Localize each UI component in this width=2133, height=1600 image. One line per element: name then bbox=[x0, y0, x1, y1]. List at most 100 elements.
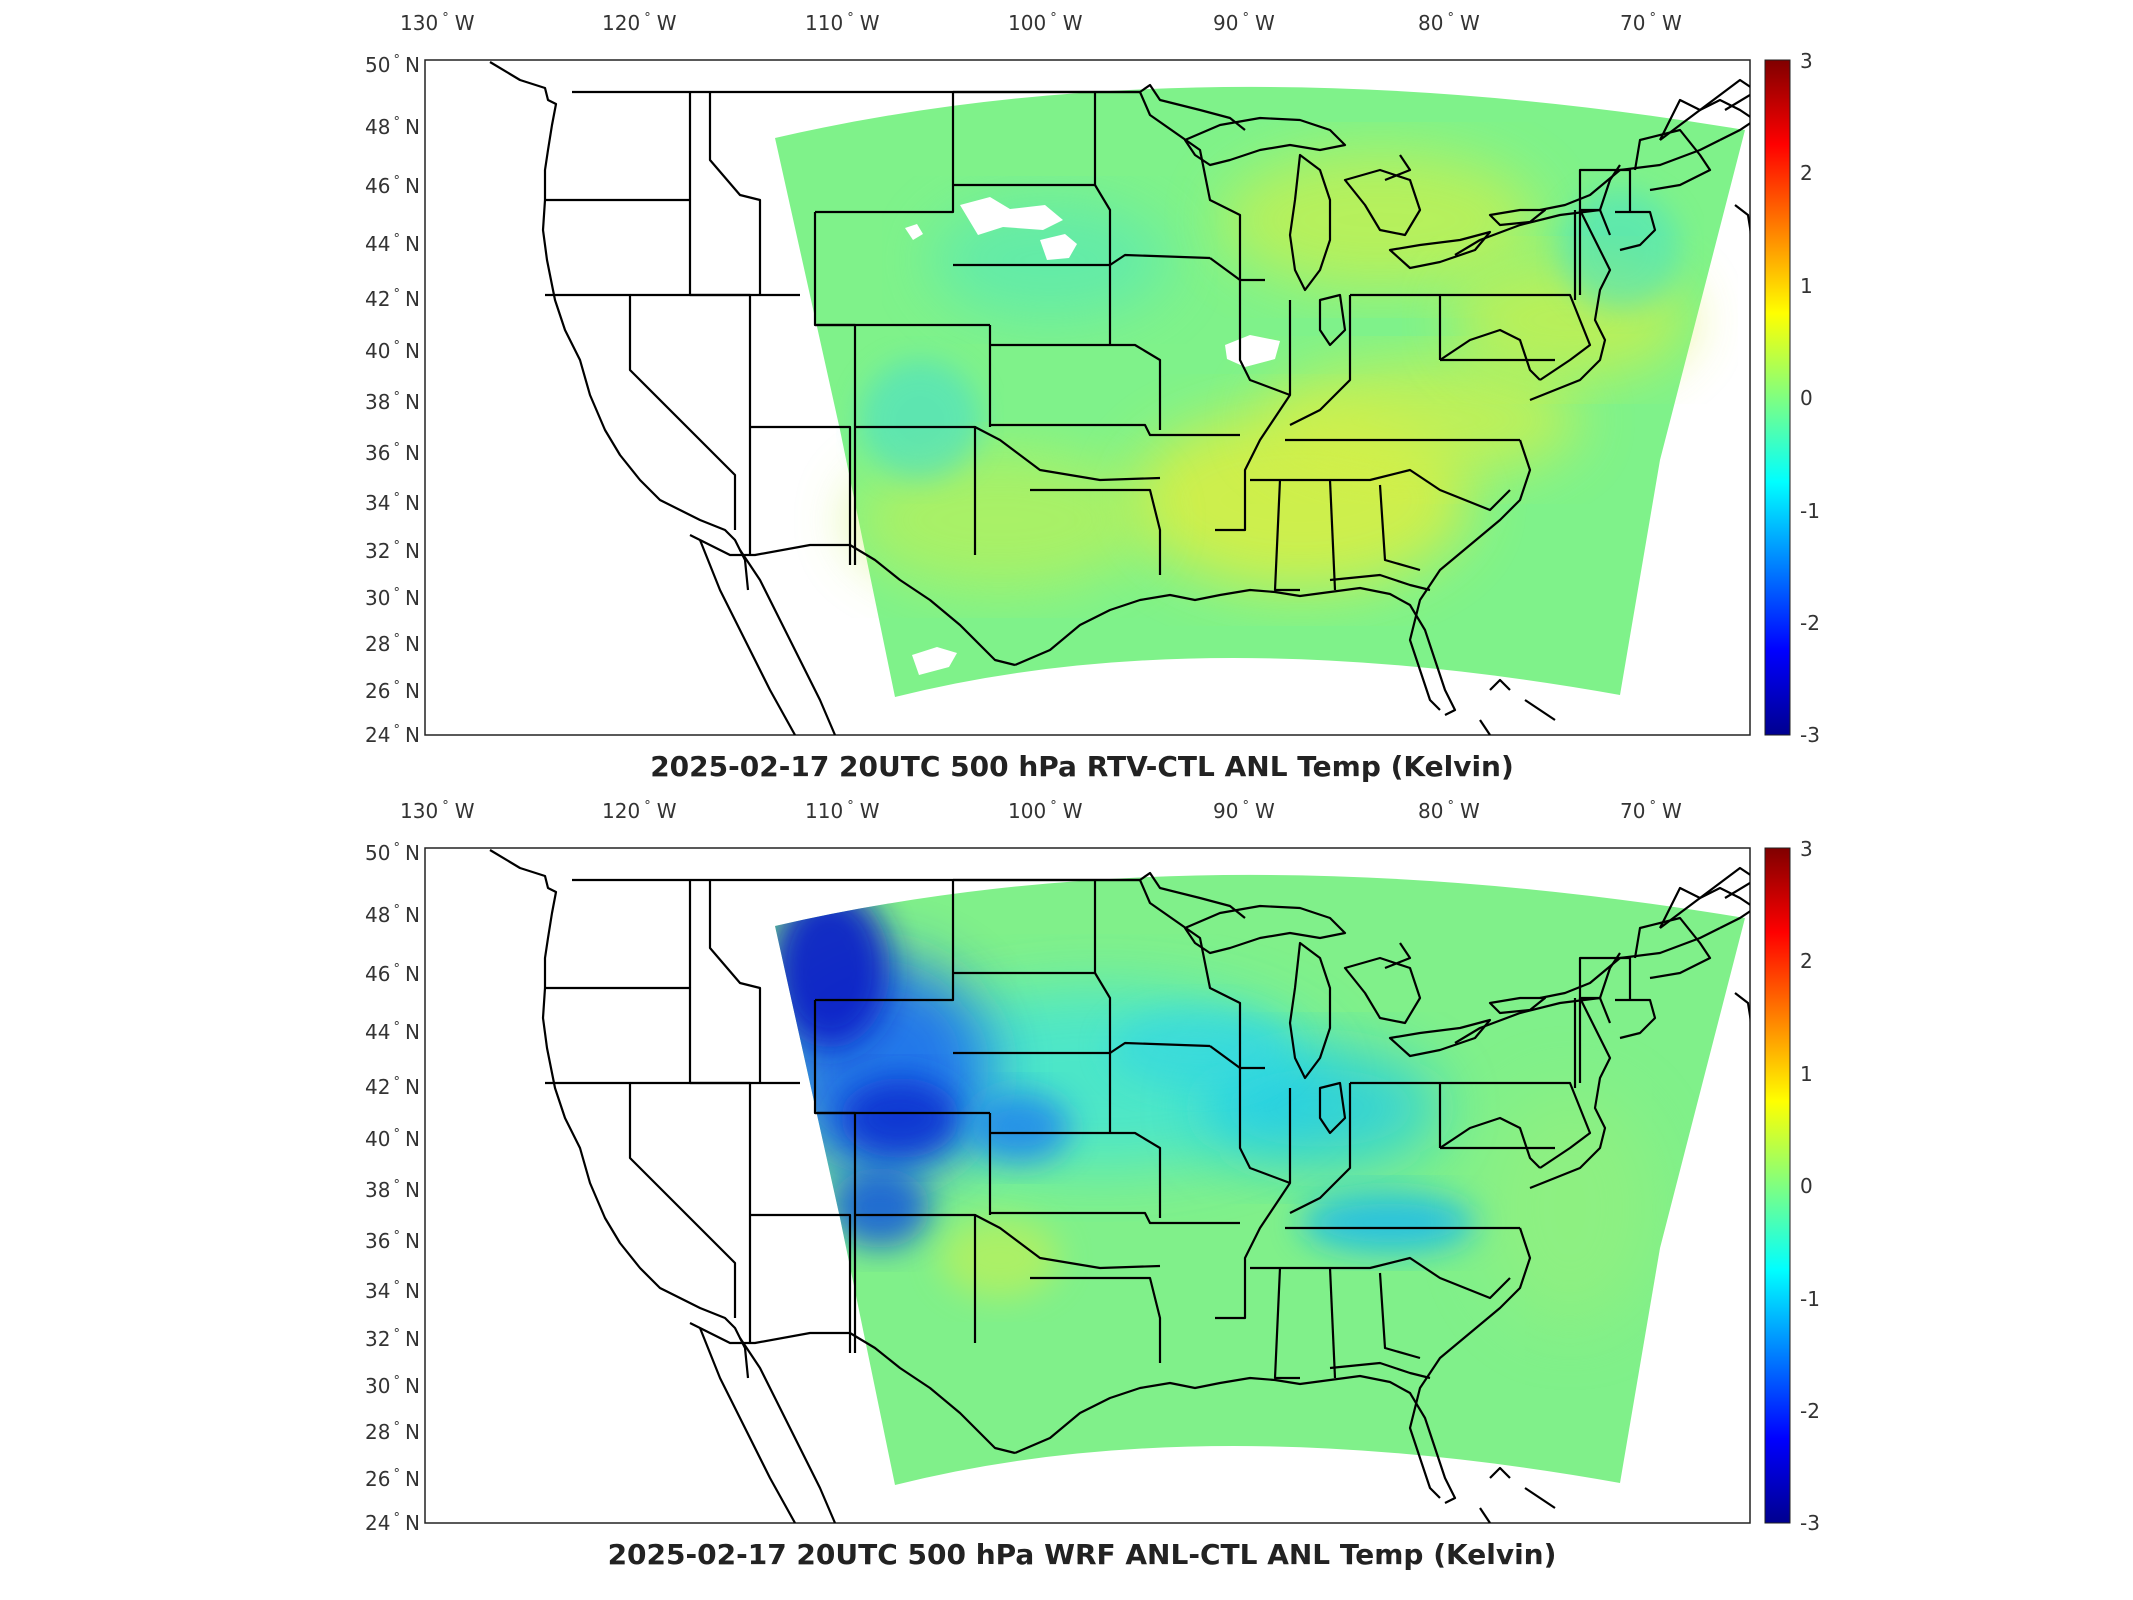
cuba-coast bbox=[1479, 719, 1491, 735]
state-border bbox=[1454, 164, 1621, 256]
data-field bbox=[775, 86, 1745, 697]
coastline-west bbox=[489, 61, 750, 591]
state-border bbox=[1440, 293, 1592, 381]
state-border bbox=[1289, 1083, 1352, 1214]
cold-anomaly-new-mexico bbox=[830, 1168, 930, 1248]
state-border bbox=[1633, 128, 1712, 192]
lat-tick-label: 26 ° N bbox=[365, 1467, 420, 1491]
lake-ontario bbox=[1488, 208, 1547, 227]
missing-data-patch bbox=[1040, 234, 1077, 260]
lat-tick-label: 24 ° N bbox=[365, 1511, 420, 1535]
state-border bbox=[1439, 328, 1541, 381]
state-border bbox=[974, 1214, 1161, 1270]
lat-tick-label: 48 ° N bbox=[365, 115, 420, 139]
lon-tick-label: 70 ° W bbox=[1620, 799, 1682, 823]
cool-anomaly-appalachians bbox=[1300, 1193, 1480, 1253]
lake-superior bbox=[1183, 116, 1347, 167]
coastline-east bbox=[1408, 1227, 1532, 1499]
state-border bbox=[630, 1081, 752, 1215]
lat-tick-label: 48 ° N bbox=[365, 903, 420, 927]
baja-coast bbox=[739, 1337, 837, 1523]
lon-tick-label: 90 ° W bbox=[1213, 11, 1275, 35]
state-border bbox=[1615, 998, 1657, 1040]
colorbar-tick-label: 2 bbox=[1800, 161, 1813, 185]
state-border bbox=[1328, 479, 1337, 591]
state-border bbox=[1250, 1256, 1511, 1300]
lat-tick-label: 50 ° N bbox=[365, 841, 420, 865]
state-border bbox=[1440, 1081, 1592, 1169]
panel-title: 2025-02-17 20UTC 500 hPa RTV-CTL ANL Tem… bbox=[650, 750, 1514, 783]
state-border bbox=[630, 293, 752, 427]
lake-erie bbox=[1388, 1018, 1492, 1058]
warm-anomaly-southwest bbox=[850, 450, 1150, 590]
map-figure-bottom: 3 2 1 0 -1 -2 -3 130 ° W 120 ° W 110 ° W 100 ° W… bbox=[365, 799, 1820, 1571]
map-panel-top: 3 2 1 0 -1 -2 -3 130 ° W 120 ° W 110 ° W 100 ° W… bbox=[365, 11, 1820, 783]
lat-tick-label: 40 ° N bbox=[365, 1127, 420, 1151]
boundaries bbox=[489, 61, 1750, 735]
state-border bbox=[953, 253, 1211, 267]
lon-tick-label: 130 ° W bbox=[400, 799, 475, 823]
colorbar-tick-label: -1 bbox=[1800, 499, 1820, 523]
lat-tick-label: 30 ° N bbox=[365, 1374, 420, 1398]
cuba-coast bbox=[1479, 1507, 1491, 1523]
coastline-mid-atlantic bbox=[1529, 209, 1612, 402]
lon-tick-label: 80 ° W bbox=[1418, 11, 1480, 35]
state-border bbox=[1289, 295, 1352, 426]
canada-coast bbox=[1659, 78, 1750, 141]
state-border bbox=[1209, 1045, 1291, 1185]
state-border bbox=[974, 426, 1161, 482]
lake-michigan bbox=[1288, 941, 1332, 1080]
lat-tick-label: 50 ° N bbox=[365, 53, 420, 77]
coastline-west bbox=[489, 849, 750, 1379]
lon-tick-label: 110 ° W bbox=[805, 799, 880, 823]
lat-tick-label: 46 ° N bbox=[365, 174, 420, 198]
coastline-east bbox=[1408, 439, 1532, 711]
us-mexico-border bbox=[689, 534, 1016, 667]
gulf-coast bbox=[1014, 586, 1457, 716]
colorbar-tick-label: -3 bbox=[1800, 1511, 1820, 1535]
michigan-peninsula bbox=[1318, 293, 1347, 347]
state-border bbox=[750, 425, 852, 565]
colorbar-tick-label: -2 bbox=[1800, 611, 1820, 635]
canada-coast bbox=[1724, 882, 1750, 1023]
missing-data-patch bbox=[905, 224, 923, 240]
state-border bbox=[815, 92, 955, 214]
state-border bbox=[1273, 479, 1300, 592]
state-border bbox=[1215, 300, 1292, 532]
latitude-labels: 50 ° N 48 ° N 46 ° N 44 ° N 42 ° N 40 ° N 38 ° N 36 ° N … bbox=[365, 53, 420, 747]
state-border bbox=[1250, 468, 1511, 512]
state-border bbox=[815, 880, 955, 1002]
state-border bbox=[1633, 916, 1712, 980]
cool-anomaly-iowa bbox=[1110, 1008, 1290, 1088]
panel-title: 2025-02-17 20UTC 500 hPa WRF ANL-CTL ANL… bbox=[608, 1538, 1557, 1571]
state-border bbox=[1615, 210, 1657, 252]
gulf-coast bbox=[1014, 1374, 1457, 1504]
missing-data-patch bbox=[1225, 335, 1280, 367]
lat-tick-label: 42 ° N bbox=[365, 287, 420, 311]
colorbar-tick-label: 3 bbox=[1800, 49, 1813, 73]
boundaries bbox=[489, 849, 1750, 1523]
colorbar-tick-label: -3 bbox=[1800, 723, 1820, 747]
state-border bbox=[1329, 573, 1431, 592]
lat-tick-label: 46 ° N bbox=[365, 962, 420, 986]
lat-tick-label: 34 ° N bbox=[365, 1279, 420, 1303]
lat-tick-label: 40 ° N bbox=[365, 339, 420, 363]
warm-anomaly-tennessee bbox=[1260, 360, 1580, 480]
state-border bbox=[1659, 886, 1750, 929]
state-border bbox=[1030, 488, 1162, 575]
lake-erie bbox=[1388, 230, 1492, 270]
michigan-peninsula bbox=[1318, 1081, 1347, 1135]
state-border bbox=[1209, 257, 1291, 397]
state-border bbox=[708, 92, 762, 295]
lon-tick-label: 80 ° W bbox=[1418, 799, 1480, 823]
state-border bbox=[1378, 484, 1421, 572]
state-border bbox=[1384, 154, 1412, 182]
state-border bbox=[1378, 1272, 1421, 1360]
lat-tick-label: 38 ° N bbox=[365, 1178, 420, 1202]
colorbar-tick-label: 3 bbox=[1800, 837, 1813, 861]
gulf-of-california bbox=[698, 1327, 796, 1523]
missing-data-patch bbox=[960, 197, 1063, 235]
colorbar bbox=[1764, 59, 1791, 736]
longitude-labels: 130 ° W 120 ° W 110 ° W 100 ° W 90 ° W 80 ° W 70 ° W bbox=[400, 11, 1682, 35]
lat-tick-label: 32 ° N bbox=[365, 1327, 420, 1351]
